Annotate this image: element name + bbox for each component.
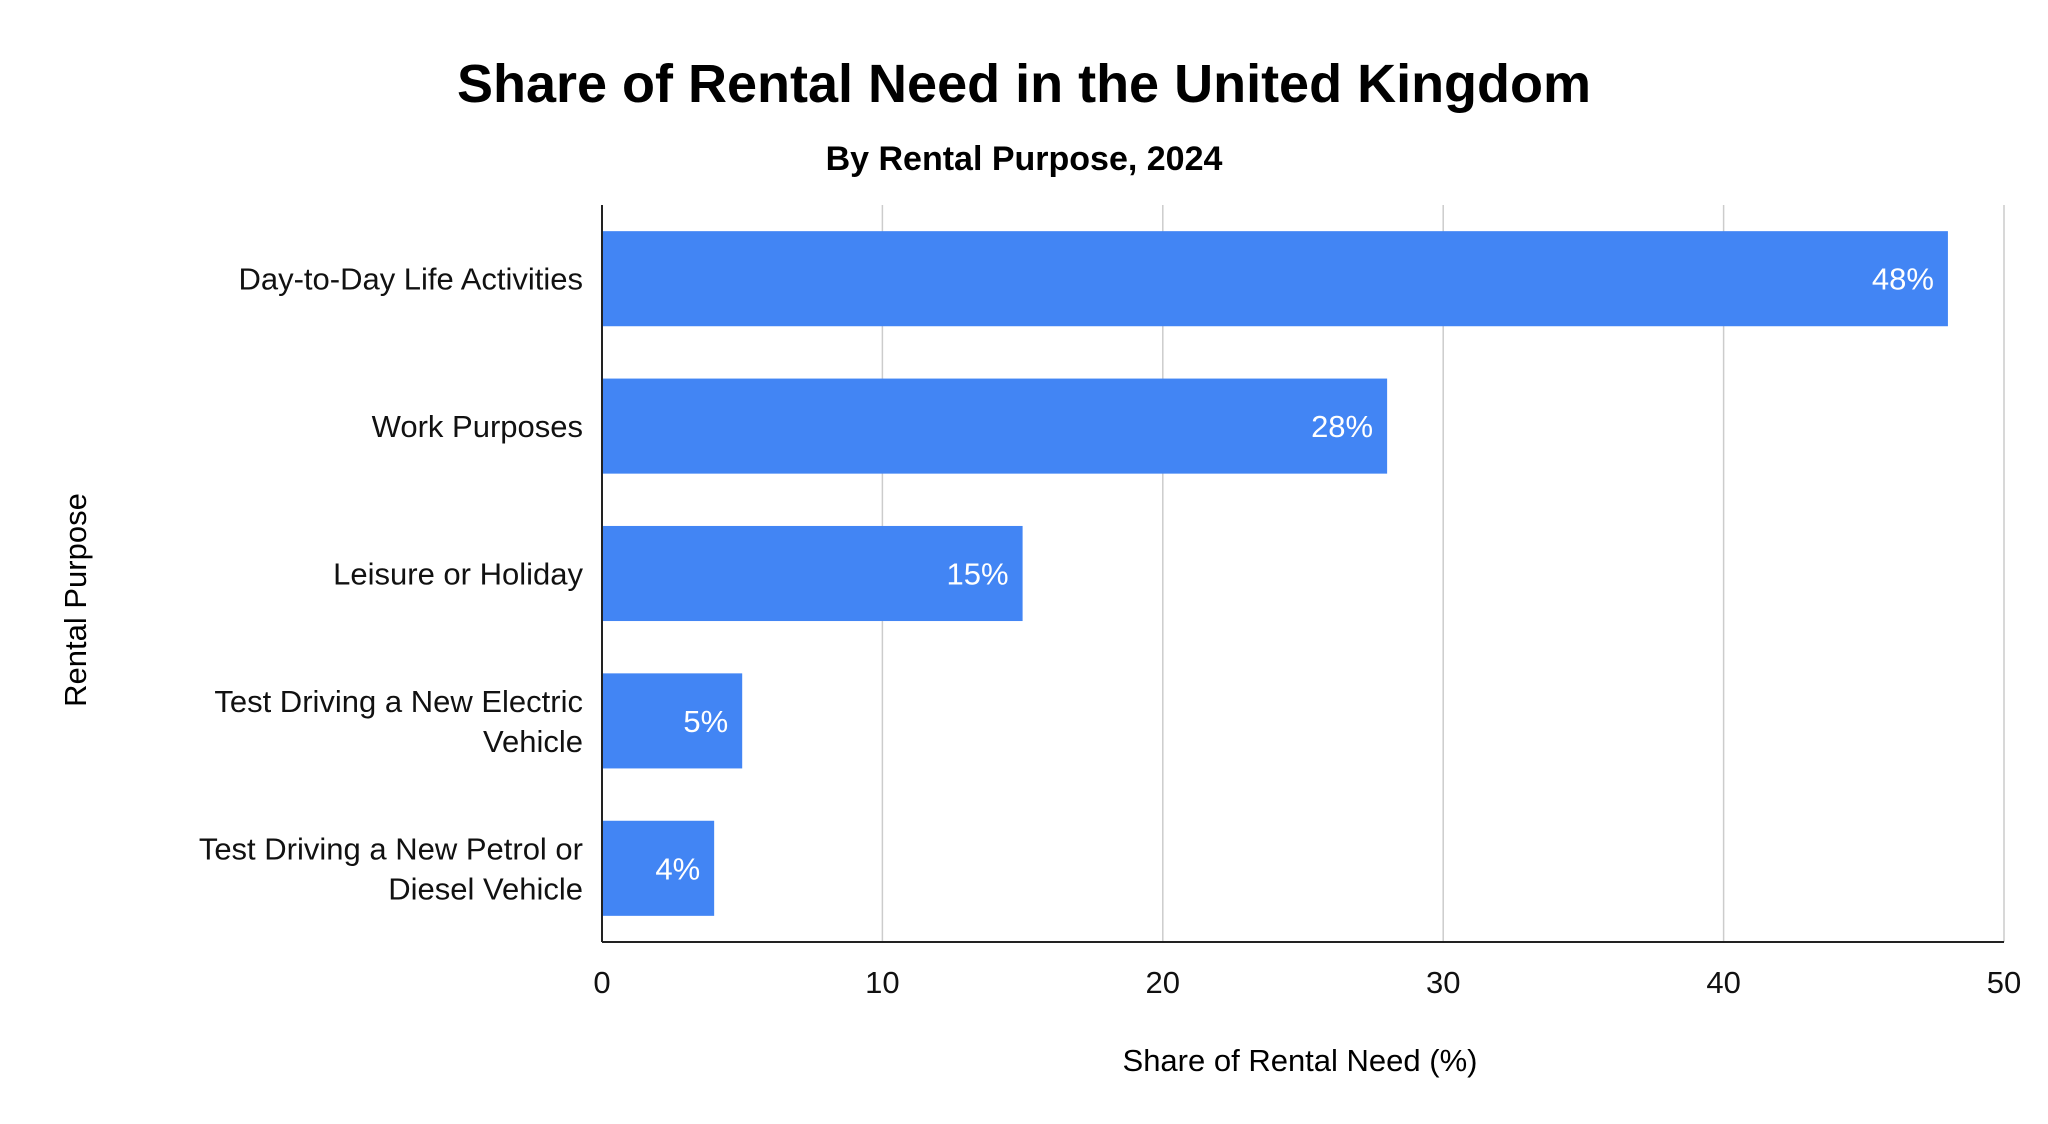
bars: 48% 28% 15% 5% 4% <box>602 231 1948 916</box>
x-tick-label: 20 <box>1146 965 1180 1000</box>
chart-subtitle: By Rental Purpose, 2024 <box>826 140 1223 178</box>
bar <box>602 231 1948 327</box>
category-label: Vehicle <box>483 724 583 759</box>
x-axis-title: Share of Rental Need (%) <box>1123 1043 1478 1078</box>
category-label: Diesel Vehicle <box>388 871 583 906</box>
bar <box>602 525 1023 622</box>
x-tick-label: 10 <box>865 965 899 1000</box>
category-labels: Day-to-Day Life Activities Work Purposes L… <box>199 262 584 907</box>
x-tick-label: 50 <box>1987 965 2021 1000</box>
category-label: Work Purposes <box>372 409 583 444</box>
x-tick-label: 30 <box>1426 965 1460 1000</box>
category-label: Leisure or Holiday <box>333 557 583 592</box>
bar <box>602 673 743 769</box>
bar <box>602 378 1388 474</box>
bar-data-label: 15% <box>947 557 1009 592</box>
axes: 0 10 20 30 40 50 <box>593 205 2021 1000</box>
category-label: Test Driving a New Electric <box>214 684 583 719</box>
gridlines <box>881 205 2005 942</box>
y-axis-title: Rental Purpose <box>58 493 93 707</box>
bar-data-label: 4% <box>655 851 700 886</box>
category-label: Day-to-Day Life Activities <box>238 262 583 297</box>
chart-title: Share of Rental Need in the United Kingd… <box>457 54 1591 114</box>
bar-data-label: 48% <box>1872 262 1934 297</box>
category-label: Test Driving a New Petrol or <box>199 831 583 866</box>
bar-data-label: 5% <box>683 704 728 739</box>
bar <box>602 820 715 916</box>
bar-data-label: 28% <box>1311 409 1373 444</box>
x-tick-label: 0 <box>593 965 610 1000</box>
x-tick-label: 40 <box>1706 965 1740 1000</box>
